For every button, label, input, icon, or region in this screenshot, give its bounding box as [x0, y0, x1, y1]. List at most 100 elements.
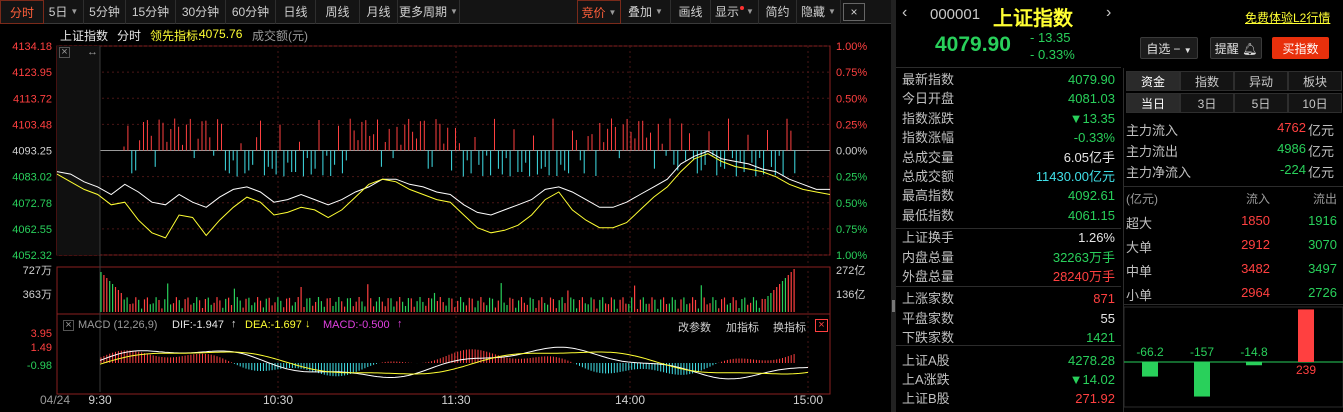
y-tick-label: 4062.55: [12, 224, 52, 236]
fund-tab-2[interactable]: 异动: [1234, 71, 1288, 91]
stat-key: 外盘总量: [902, 269, 955, 284]
volume-tick-label: 363万: [23, 289, 52, 301]
period-tab-6[interactable]: 日线: [276, 0, 316, 24]
fund-tab-1[interactable]: 指数: [1180, 71, 1234, 91]
tool-tab-1[interactable]: 叠加 ▼: [621, 0, 671, 24]
y-tick-label: 4134.18: [12, 41, 52, 53]
panel-splitter[interactable]: [891, 0, 896, 412]
buy-index-button[interactable]: 买指数: [1272, 37, 1329, 59]
x-axis-label: 11:30: [441, 393, 470, 407]
stat-value: 32263万手: [1052, 249, 1115, 265]
pct-tick-label: 0.25%: [836, 172, 867, 184]
fund-row-unit: 亿元: [1308, 144, 1335, 159]
stat-row: 上A涨跌 ▼14.02: [896, 370, 1121, 390]
macd-dea-line: [99, 351, 809, 375]
fund-row-value: -224: [1279, 162, 1306, 177]
period-tab-8[interactable]: 月线: [360, 0, 398, 24]
forward-arrow-icon[interactable]: ›: [1106, 4, 1112, 21]
period-tab-7[interactable]: 周线: [316, 0, 360, 24]
macd-switch-indicator-button[interactable]: 换指标: [773, 322, 806, 334]
watchlist-button[interactable]: 自选 − ▼: [1140, 37, 1198, 59]
tool-tab-label: 画线: [678, 5, 703, 19]
stat-row: 内盘总量 32263万手: [896, 248, 1121, 268]
latest-price: 4079.90: [935, 33, 1011, 56]
fund-table-in: 2912: [1241, 237, 1270, 252]
divider: [1124, 304, 1343, 305]
stat-key: 上证换手: [902, 230, 955, 246]
tool-tab-2[interactable]: 画线: [671, 0, 711, 24]
tool-tab-label: 隐藏: [801, 5, 826, 19]
fund-subtab-2[interactable]: 5日: [1234, 93, 1288, 113]
divider: [896, 228, 1121, 229]
period-tab-1[interactable]: 5日 ▼: [44, 0, 84, 24]
alert-button[interactable]: 提醒 🔔︎: [1210, 37, 1262, 59]
fund-subtab-0[interactable]: 当日: [1126, 93, 1180, 113]
divider: [896, 345, 1121, 346]
pct-tick-label: 0.50%: [836, 198, 867, 210]
period-tab-4[interactable]: 30分钟: [176, 0, 226, 24]
macd-param-button[interactable]: 改参数: [678, 322, 711, 334]
back-arrow-icon[interactable]: ‹: [902, 4, 908, 21]
x-axis-label: 9:30: [88, 393, 112, 407]
period-tab-label: 日线: [283, 5, 308, 19]
stat-value: 6.05亿手: [1063, 149, 1115, 165]
tool-tab-0[interactable]: 竞价 ▼: [577, 0, 621, 24]
period-tab-label: 5日: [48, 5, 68, 19]
tool-tab-4[interactable]: 简约: [759, 0, 797, 24]
fund-row-key: 主力净流入: [1126, 165, 1192, 180]
macd-close-icon[interactable]: ×: [63, 320, 74, 331]
period-tab-3[interactable]: 15分钟: [126, 0, 176, 24]
close-x-icon[interactable]: ×: [843, 3, 865, 21]
price-line-0: [56, 150, 830, 216]
intraday-chart-svg[interactable]: 4134.18 1.00% 4123.95 0.75% 4113.72 0.50% 4103…: [0, 24, 891, 412]
tool-tab-label: 显示: [715, 5, 740, 19]
stat-key: 指数涨跌: [902, 110, 955, 126]
price-change: - 13.35: [1030, 30, 1071, 45]
fund-subtab-3[interactable]: 10日: [1288, 93, 1342, 113]
intraday-chart-panel[interactable]: 4134.18 1.00% 4123.95 0.75% 4113.72 0.50% 4103…: [0, 24, 891, 412]
fund-subtab-1[interactable]: 3日: [1180, 93, 1234, 113]
pct-tick-label: 0.50%: [836, 93, 867, 105]
macd-tick-label: 1.49: [31, 342, 52, 354]
resize-arrows-icon[interactable]: ↔: [87, 46, 98, 58]
period-tab-2[interactable]: 5分钟: [84, 0, 126, 24]
tool-tab-5[interactable]: 隐藏 ▼: [797, 0, 841, 24]
stat-value: 55: [1100, 310, 1115, 326]
preopen-area: [57, 46, 100, 255]
y-tick-label: 4103.48: [12, 119, 52, 131]
close-overlay-icon[interactable]: ×: [59, 47, 70, 58]
price-line-1: [56, 153, 831, 239]
macd-tick-label: 3.95: [31, 328, 52, 340]
period-tab-5[interactable]: 60分钟: [226, 0, 276, 24]
period-tab-9[interactable]: 更多周期 ▼: [398, 0, 460, 24]
stat-key: 总成交额: [902, 169, 955, 184]
chart-mode-label: 分时: [117, 29, 142, 43]
stat-row: 上涨家数 871: [896, 289, 1121, 309]
fund-tab-0[interactable]: 资金: [1126, 71, 1180, 91]
period-tab-label: 更多周期: [399, 5, 448, 19]
fund-flow-chart: -66.2 -157 -14.8 239: [1124, 306, 1343, 408]
stat-key: 上证A股: [902, 352, 950, 368]
divider: [1123, 68, 1124, 412]
x-axis-label: 10:30: [263, 393, 293, 407]
macd-add-indicator-button[interactable]: 加指标: [726, 322, 759, 334]
stat-value: 4079.90: [1068, 72, 1115, 87]
fund-table-key: 小单: [1126, 288, 1153, 303]
chart-index-name: 上证指数: [60, 29, 109, 43]
macd-panel-close-icon[interactable]: ×: [815, 319, 828, 332]
fund-row-unit: 亿元: [1308, 165, 1335, 180]
macd-dif-arrow-icon: ↑: [231, 318, 237, 330]
divider: [896, 67, 1121, 68]
stat-value: 11430.00亿元: [1035, 169, 1115, 184]
fund-table-out: 3070: [1308, 237, 1337, 252]
index-code: 000001: [930, 6, 981, 23]
stat-key: 最新指数: [902, 72, 955, 87]
tool-tab-label: 竞价: [581, 6, 606, 20]
fund-flow-bar: [1142, 362, 1158, 377]
period-tab-0[interactable]: 分时: [0, 0, 44, 24]
fund-table-key: 大单: [1126, 240, 1153, 255]
chevron-down-icon: ▼: [828, 7, 836, 16]
tool-tab-3[interactable]: 显示 ▼: [711, 0, 759, 24]
fund-tab-3[interactable]: 板块: [1288, 71, 1342, 91]
free-l2-link[interactable]: 免费体验L2行情: [1245, 11, 1331, 25]
